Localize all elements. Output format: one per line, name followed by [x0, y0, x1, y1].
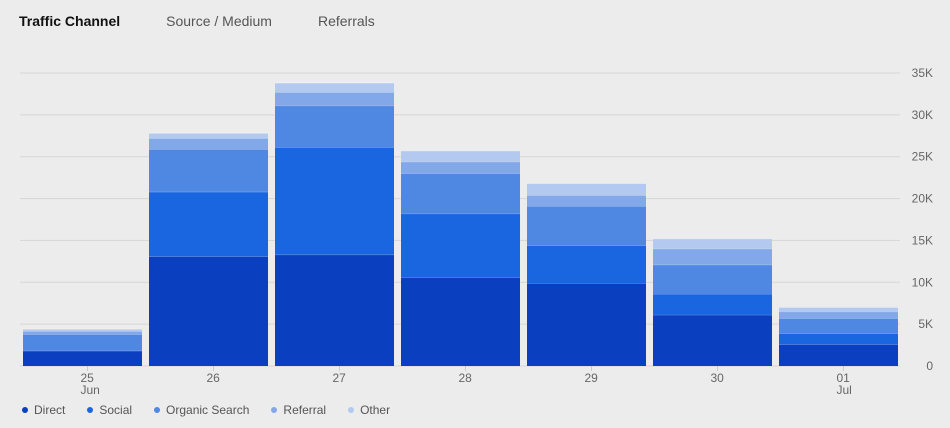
bar-segment-referral[interactable] [275, 92, 394, 106]
tab-bar: Traffic Channel Source / Medium Referral… [19, 13, 421, 29]
y-tick-label: 0 [926, 359, 933, 373]
bar-segment-social[interactable] [149, 191, 268, 257]
bar-segment-direct[interactable] [527, 283, 646, 366]
bar-segment-other[interactable] [527, 183, 646, 196]
bar-segment-organic-search[interactable] [653, 264, 772, 295]
bar-segment-other[interactable] [401, 150, 520, 162]
tab-traffic-channel[interactable]: Traffic Channel [19, 13, 121, 29]
bar-segment-other[interactable] [23, 329, 142, 332]
x-tick-label: 30 [711, 371, 725, 385]
x-tick-label: 25 [81, 371, 95, 385]
bar-segment-social[interactable] [275, 147, 394, 255]
legend-label: Other [360, 403, 391, 417]
legend-label: Social [99, 403, 133, 417]
x-tick-sublabel: Jun [81, 383, 100, 397]
bar-segment-organic-search[interactable] [401, 173, 520, 214]
bar-segment-direct[interactable] [653, 314, 772, 366]
legend-item[interactable]: Direct [22, 403, 65, 417]
bar-segment-referral[interactable] [779, 311, 898, 319]
legend-item[interactable]: Social [87, 403, 132, 417]
tab-referrals[interactable]: Referrals [317, 13, 375, 29]
tab-source-medium[interactable]: Source / Medium [166, 13, 272, 29]
x-tick-label: 29 [585, 371, 599, 385]
bar-segment-direct[interactable] [401, 277, 520, 366]
x-tick-label: 26 [207, 371, 221, 385]
bar-segment-organic-search[interactable] [149, 149, 268, 192]
legend-item[interactable]: Other [348, 403, 390, 417]
x-tick-label: 01 [837, 371, 851, 385]
bar-segment-social[interactable] [653, 294, 772, 315]
y-tick-label: 15K [912, 233, 933, 247]
bar-segment-other[interactable] [149, 133, 268, 139]
bar-segment-direct[interactable] [779, 344, 898, 366]
bar-segment-referral[interactable] [527, 195, 646, 207]
legend-dot-icon [87, 407, 94, 413]
bar-segment-other[interactable] [653, 238, 772, 249]
bar-segment-organic-search[interactable] [275, 105, 394, 148]
bar-segment-organic-search[interactable] [779, 318, 898, 334]
y-tick-label: 10K [912, 275, 933, 289]
legend-dot-icon [271, 407, 278, 413]
bar-segment-direct[interactable] [23, 350, 142, 366]
legend-label: Organic Search [166, 403, 250, 417]
bar-segment-referral[interactable] [23, 331, 142, 335]
legend: Direct Social Organic Search Referral Other [22, 403, 412, 417]
x-tick-label: 27 [333, 371, 347, 385]
legend-label: Direct [34, 403, 66, 417]
bar-segment-referral[interactable] [653, 248, 772, 265]
legend-item[interactable]: Referral [271, 403, 326, 417]
bar-segment-organic-search[interactable] [527, 206, 646, 246]
legend-dot-icon [22, 407, 28, 413]
legend-item[interactable]: Organic Search [154, 403, 249, 417]
bar-segment-referral[interactable] [149, 138, 268, 150]
legend-dot-icon [348, 407, 355, 413]
y-tick-label: 30K [912, 108, 933, 122]
bar-segment-referral[interactable] [401, 161, 520, 174]
x-tick-sublabel: Jul [837, 383, 852, 397]
y-tick-label: 25K [912, 150, 933, 164]
bar-segment-social[interactable] [779, 333, 898, 345]
bar-segment-direct[interactable] [149, 256, 268, 366]
bar-segment-direct[interactable] [275, 254, 394, 366]
legend-dot-icon [154, 407, 161, 413]
bar-segment-other[interactable] [779, 307, 898, 312]
bar-segment-social[interactable] [23, 350, 142, 351]
y-tick-label: 5K [918, 317, 933, 331]
bar-segment-social[interactable] [401, 213, 520, 278]
x-tick-label: 28 [459, 371, 473, 385]
y-tick-label: 35K [912, 66, 933, 80]
legend-label: Referral [283, 403, 327, 417]
bar-segment-social[interactable] [527, 245, 646, 284]
y-tick-label: 20K [912, 192, 933, 206]
bar-segment-organic-search[interactable] [23, 334, 142, 351]
bar-segment-other[interactable] [275, 83, 394, 93]
